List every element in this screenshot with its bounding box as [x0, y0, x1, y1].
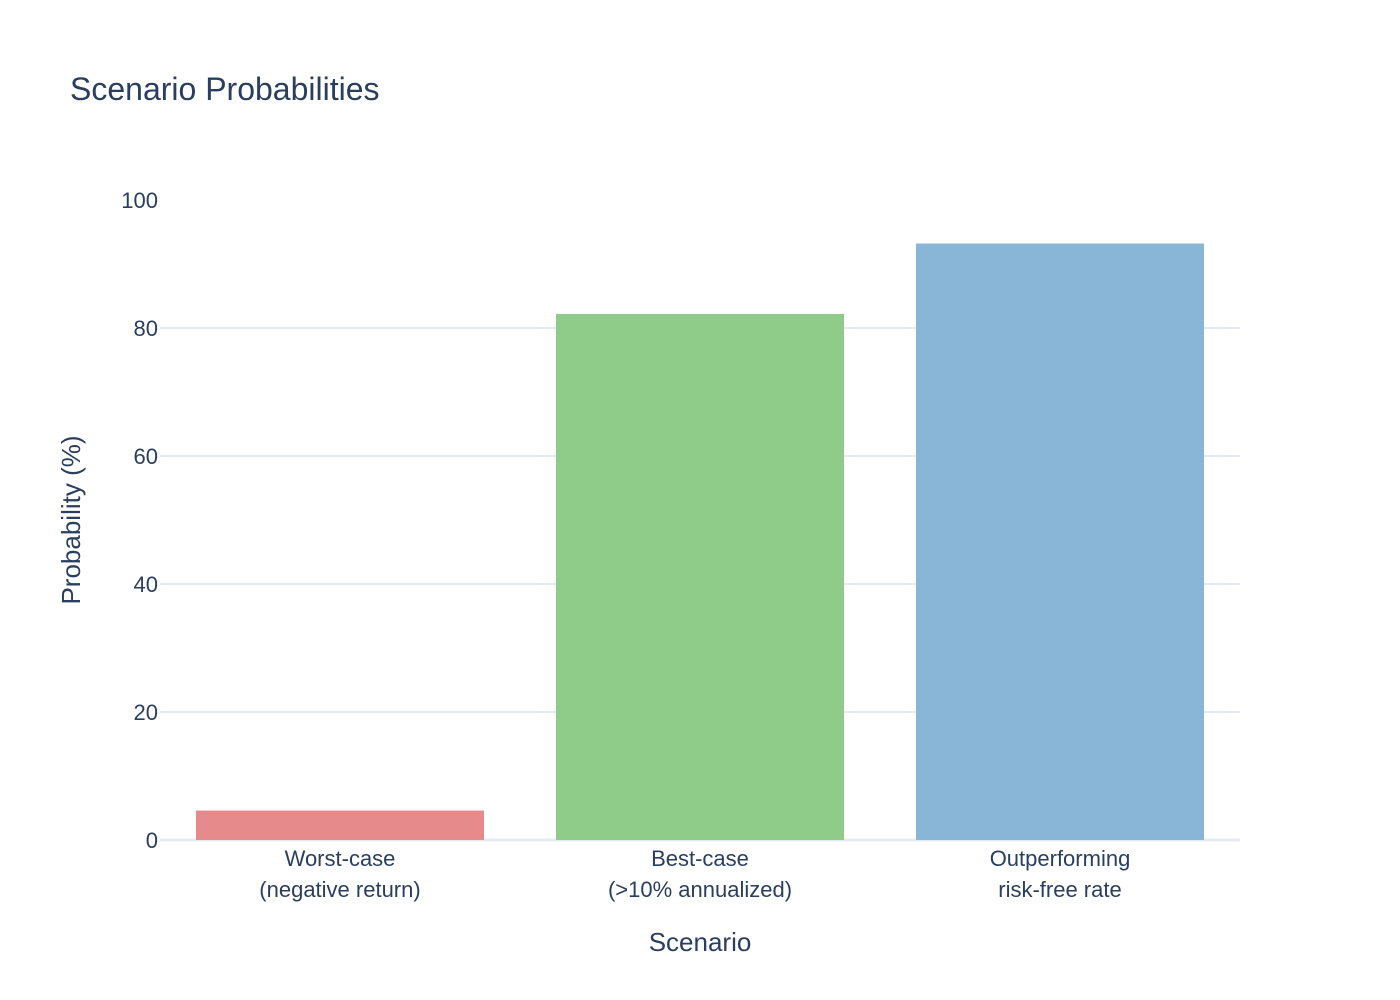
y-tick-label: 40 [134, 572, 158, 597]
x-tick-label: risk-free rate [998, 877, 1121, 902]
x-tick-label: Best-case [651, 846, 749, 871]
y-axis-title: Probability (%) [56, 435, 86, 604]
x-axis-title: Scenario [649, 927, 752, 957]
x-axis-ticks: Worst-case (negative return) Best-case (>10… [259, 846, 1130, 902]
bars [196, 243, 1204, 840]
chart-title: Scenario Probabilities [70, 71, 380, 107]
y-tick-label: 80 [134, 316, 158, 341]
y-tick-label: 60 [134, 444, 158, 469]
bar[interactable] [556, 313, 844, 840]
y-axis-ticks: 0 20 40 60 80 100 [121, 188, 158, 853]
x-tick-label: (negative return) [259, 877, 420, 902]
y-tick-label: 100 [121, 188, 158, 213]
x-tick-label: Worst-case [285, 846, 396, 871]
y-tick-label: 0 [146, 828, 158, 853]
y-tick-label: 20 [134, 700, 158, 725]
x-tick-label: Outperforming [990, 846, 1131, 871]
bar[interactable] [196, 810, 484, 840]
bar[interactable] [916, 243, 1204, 840]
x-tick-label: (>10% annualized) [608, 877, 792, 902]
